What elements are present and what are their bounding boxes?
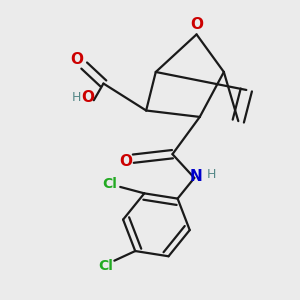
Text: O: O (119, 154, 132, 169)
Text: N: N (190, 169, 202, 184)
Text: O: O (191, 17, 204, 32)
Text: H: H (71, 91, 81, 103)
Text: H: H (206, 168, 216, 181)
Text: Cl: Cl (103, 177, 117, 191)
Text: O: O (81, 89, 94, 104)
Text: O: O (70, 52, 84, 67)
Text: Cl: Cl (98, 260, 113, 273)
